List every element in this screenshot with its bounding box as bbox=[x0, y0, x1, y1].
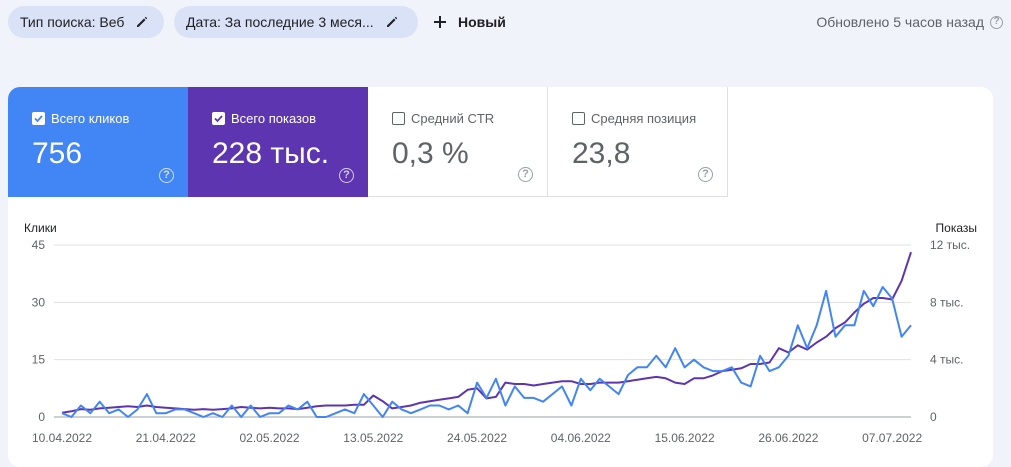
metric-total-clicks[interactable]: Всего кликов 756 ? bbox=[8, 87, 188, 197]
new-filter-button[interactable]: Новый bbox=[432, 6, 506, 38]
edit-icon[interactable] bbox=[134, 14, 150, 30]
metric-average-position[interactable]: Средняя позиция 23,8 ? bbox=[548, 87, 728, 197]
y-right-tick-label: 0 bbox=[930, 410, 937, 424]
x-tick-label: 24.05.2022 bbox=[447, 431, 507, 445]
checkbox-checked-icon[interactable] bbox=[32, 112, 45, 125]
metric-value: 0,3 % bbox=[392, 137, 469, 170]
last-updated: Обновлено 5 часов назад ? bbox=[816, 14, 1003, 30]
last-updated-text: Обновлено 5 часов назад bbox=[816, 14, 984, 30]
y-left-tick-label: 45 bbox=[32, 238, 46, 252]
search-type-filter-chip[interactable]: Тип поиска: Веб bbox=[8, 6, 164, 38]
y-axis-right-title: Показы bbox=[936, 221, 977, 235]
new-filter-label: Новый bbox=[458, 14, 506, 30]
impressions-series-line[interactable] bbox=[61, 251, 912, 414]
x-tick-label: 02.05.2022 bbox=[240, 431, 300, 445]
date-filter-chip[interactable]: Дата: За последние 3 меся... bbox=[174, 6, 418, 38]
performance-card: Всего кликов 756 ? Всего показов 228 тыс… bbox=[8, 87, 993, 467]
plus-icon bbox=[432, 14, 448, 30]
metric-value: 228 тыс. bbox=[212, 137, 330, 170]
search-type-filter-label: Тип поиска: Веб bbox=[20, 14, 125, 30]
metric-value: 756 bbox=[32, 137, 83, 170]
metric-label: Средний CTR bbox=[411, 111, 495, 126]
metric-total-impressions[interactable]: Всего показов 228 тыс. ? bbox=[188, 87, 368, 197]
y-right-tick-label: 8 тыс. bbox=[930, 295, 963, 309]
metric-label: Всего показов bbox=[231, 111, 316, 126]
metric-label: Всего кликов bbox=[51, 111, 130, 126]
checkbox-checked-icon[interactable] bbox=[212, 112, 225, 125]
performance-chart[interactable]: Клики Показы 45 30 15 0 12 тыс. 8 тыс. 4 тыс.… bbox=[8, 87, 993, 459]
metric-average-ctr[interactable]: Средний CTR 0,3 % ? bbox=[368, 87, 548, 197]
date-filter-label: Дата: За последние 3 меся... bbox=[186, 14, 374, 30]
x-tick-label: 04.06.2022 bbox=[551, 431, 611, 445]
y-right-tick-label: 4 тыс. bbox=[930, 353, 963, 367]
x-tick-label: 13.05.2022 bbox=[343, 431, 403, 445]
clicks-series-line[interactable] bbox=[61, 286, 912, 418]
help-icon[interactable]: ? bbox=[990, 15, 1003, 29]
help-icon[interactable]: ? bbox=[518, 167, 533, 182]
help-icon[interactable]: ? bbox=[339, 168, 354, 183]
y-left-tick-label: 30 bbox=[32, 295, 46, 309]
checkbox-unchecked-icon[interactable] bbox=[392, 112, 405, 125]
x-tick-label: 15.06.2022 bbox=[655, 431, 715, 445]
metric-value: 23,8 bbox=[572, 137, 631, 170]
help-icon[interactable]: ? bbox=[159, 168, 174, 183]
help-icon[interactable]: ? bbox=[698, 167, 713, 182]
x-tick-label: 10.04.2022 bbox=[32, 431, 92, 445]
edit-icon[interactable] bbox=[384, 14, 400, 30]
y-left-tick-label: 0 bbox=[38, 410, 45, 424]
x-tick-label: 21.04.2022 bbox=[136, 431, 196, 445]
x-tick-label: 26.06.2022 bbox=[758, 431, 818, 445]
metric-label: Средняя позиция bbox=[591, 111, 697, 126]
y-axis-left-title: Клики bbox=[24, 221, 57, 235]
x-tick-label: 07.07.2022 bbox=[862, 431, 922, 445]
y-left-tick-label: 15 bbox=[32, 353, 46, 367]
checkbox-unchecked-icon[interactable] bbox=[572, 112, 585, 125]
y-right-tick-label: 12 тыс. bbox=[930, 238, 970, 252]
